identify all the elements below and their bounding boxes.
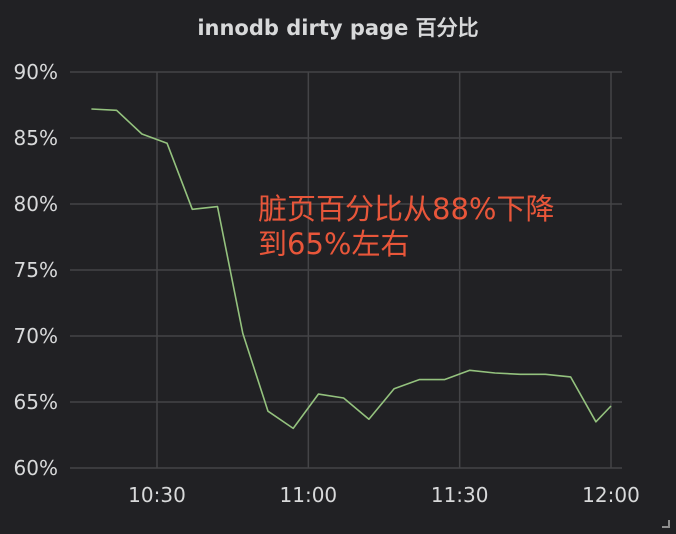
grid-lines: [70, 71, 622, 469]
annotation-line-2: 到65%左右: [258, 227, 410, 261]
axis-tick-labels: 60% 65% 70% 75% 80% 85% 90% 10:30 11:00 11:30 12:0…: [14, 60, 640, 507]
series-line: [91, 108, 612, 430]
x-tick-label: 11:00: [280, 483, 338, 507]
panel-title: innodb dirty page 百分比: [197, 16, 479, 40]
y-tick-label: 90%: [14, 60, 58, 84]
series-layer: [91, 108, 612, 430]
x-tick-label: 12:00: [582, 483, 640, 507]
chart-annotation: 脏页百分比从88%下降 到65%左右: [258, 192, 658, 262]
resize-handle-icon[interactable]: [662, 520, 670, 528]
x-tick-label: 10:30: [128, 483, 186, 507]
y-tick-label: 75%: [14, 258, 58, 282]
y-tick-label: 70%: [14, 324, 58, 348]
y-tick-label: 65%: [14, 390, 58, 414]
y-tick-label: 80%: [14, 192, 58, 216]
y-tick-label: 85%: [14, 126, 58, 150]
y-tick-label: 60%: [14, 456, 58, 480]
x-tick-label: 11:30: [431, 483, 489, 507]
annotation-line-1: 脏页百分比从88%下降: [258, 192, 555, 226]
